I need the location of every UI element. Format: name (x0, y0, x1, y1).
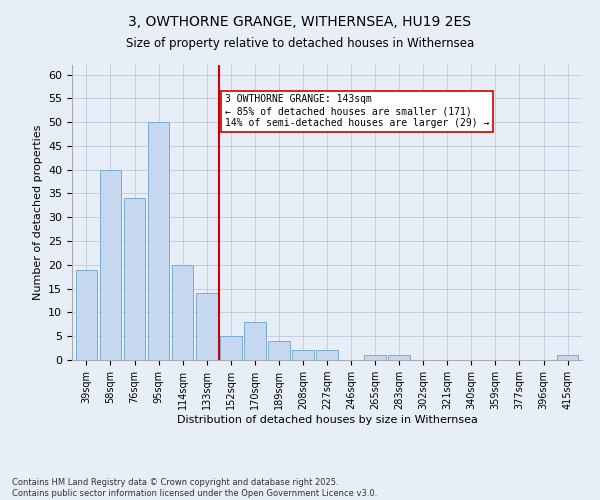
Bar (316, 350, 338, 360)
Text: Size of property relative to detached houses in Withernsea: Size of property relative to detached ho… (126, 38, 474, 51)
Bar (244, 322, 266, 360)
Bar (100, 170, 121, 360)
Bar (292, 350, 314, 360)
Bar (172, 265, 193, 360)
Text: Contains HM Land Registry data © Crown copyright and database right 2025.
Contai: Contains HM Land Registry data © Crown c… (12, 478, 377, 498)
Bar (364, 355, 386, 360)
X-axis label: Distribution of detached houses by size in Withernsea: Distribution of detached houses by size … (176, 415, 478, 425)
Bar (220, 336, 242, 360)
Text: 3, OWTHORNE GRANGE, WITHERNSEA, HU19 2ES: 3, OWTHORNE GRANGE, WITHERNSEA, HU19 2ES (128, 15, 472, 29)
Bar (388, 355, 410, 360)
Bar (124, 198, 145, 360)
Bar (196, 294, 218, 360)
Bar (148, 122, 169, 360)
Bar (557, 355, 578, 360)
Y-axis label: Number of detached properties: Number of detached properties (32, 125, 43, 300)
Text: 3 OWTHORNE GRANGE: 143sqm
← 85% of detached houses are smaller (171)
14% of semi: 3 OWTHORNE GRANGE: 143sqm ← 85% of detac… (225, 94, 490, 128)
Bar (76, 270, 97, 360)
Bar (268, 341, 290, 360)
